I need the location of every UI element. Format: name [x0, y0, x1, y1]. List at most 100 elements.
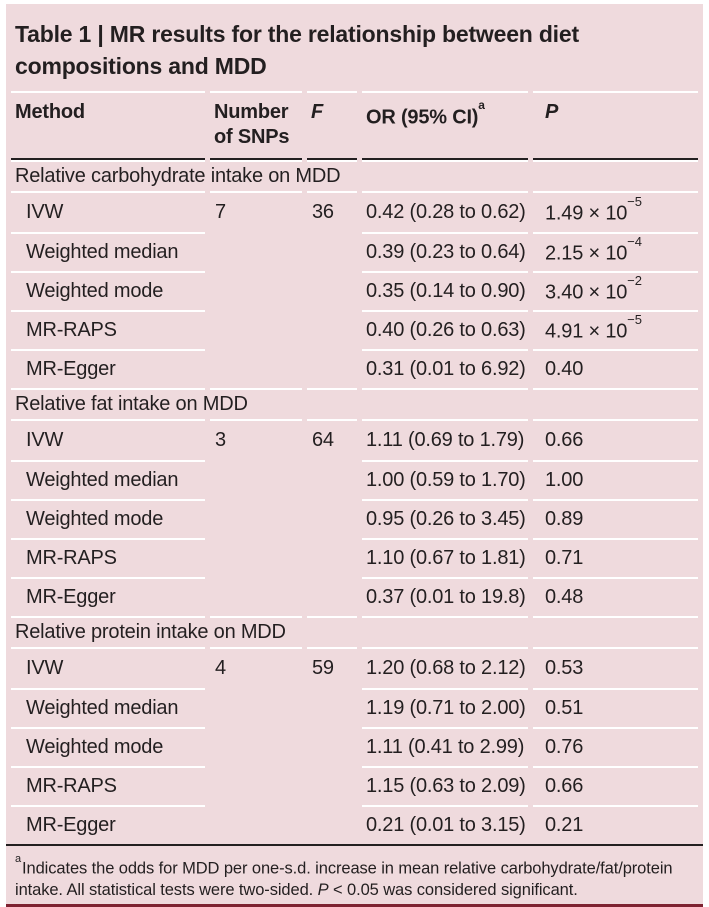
p-value: 0.48	[545, 586, 584, 609]
data-row: Weighted mode 0.95 (0.26 to 3.45) 0.89	[11, 499, 698, 538]
cell-empty	[210, 538, 302, 577]
footnote-divider-rule	[6, 844, 703, 847]
section-cell: Relative fat intake on MDD	[11, 388, 248, 422]
cell-empty	[210, 271, 302, 310]
cell-method: Weighted median	[11, 232, 205, 271]
data-row: Weighted median 1.19 (0.71 to 2.00) 0.51	[11, 688, 698, 727]
cell-method: MR-Egger	[11, 805, 205, 844]
cell-method: Weighted mode	[11, 727, 205, 766]
cell-method: MR-Egger	[11, 577, 205, 616]
cell-f: 36	[312, 201, 334, 224]
col-header-or-label: OR (95% CI)	[366, 107, 479, 130]
cell-or: 0.31 (0.01 to 6.92)	[362, 349, 528, 388]
data-row: MR-RAPS 1.15 (0.63 to 2.09) 0.66	[11, 766, 698, 805]
data-row: Weighted median 1.00 (0.59 to 1.70) 1.00	[11, 460, 698, 499]
cell-method: IVW	[26, 201, 64, 224]
p-value: 1.49 × 10	[545, 202, 628, 225]
cell-method: Weighted median	[11, 460, 205, 499]
p-value: 0.66	[545, 775, 584, 798]
section-cell	[533, 616, 698, 650]
cell-or: 1.15 (0.63 to 2.09)	[362, 766, 528, 805]
cell-empty	[210, 232, 302, 271]
cell-empty	[307, 727, 357, 766]
p-value: 4.91 × 10	[545, 320, 628, 343]
cell-method: MR-RAPS	[11, 538, 205, 577]
cell-or: 0.95 (0.26 to 3.45)	[362, 499, 528, 538]
cell-empty	[307, 538, 357, 577]
data-row: MR-RAPS 0.40 (0.26 to 0.63) 4.91 × 10−5	[11, 310, 698, 349]
cell-p: 0.71	[533, 538, 698, 577]
p-value: 0.66	[545, 429, 584, 452]
cell-p: 4.91 × 10−5	[533, 310, 698, 349]
cell-p: 0.51	[533, 688, 698, 727]
section-cell	[307, 388, 357, 422]
section-row: Relative carbohydrate intake on MDD	[11, 160, 698, 194]
cell-p: 2.15 × 10−4	[533, 232, 698, 271]
p-exponent: −5	[627, 194, 642, 210]
section-label: Relative carbohydrate intake on MDD	[15, 165, 341, 188]
section-row: Relative fat intake on MDD	[11, 388, 698, 422]
cell-or: 0.40 (0.26 to 0.63)	[362, 310, 528, 349]
cell-p: 0.76	[533, 727, 698, 766]
p-value: 0.51	[545, 697, 584, 720]
cell-empty	[307, 577, 357, 616]
cell-snps: 7	[215, 201, 226, 224]
cell-or: 1.11 (0.69 to 1.79)	[366, 429, 525, 452]
footnote-text: < 0.05 was considered significant.	[328, 881, 578, 900]
section-label: Relative fat intake on MDD	[15, 393, 248, 416]
data-row: Weighted mode 0.35 (0.14 to 0.90) 3.40 ×…	[11, 271, 698, 310]
section-cell	[307, 616, 357, 650]
col-header-f: F	[307, 91, 357, 161]
cell-or: 1.10 (0.67 to 1.81)	[362, 538, 528, 577]
section-cell	[362, 616, 528, 650]
data-row: MR-Egger 0.21 (0.01 to 3.15) 0.21	[11, 805, 698, 844]
data-row: MR-Egger 0.31 (0.01 to 6.92) 0.40	[11, 349, 698, 388]
footnote-marker: a	[15, 853, 22, 866]
cell-or: 1.19 (0.71 to 2.00)	[362, 688, 528, 727]
section-cell	[210, 388, 302, 422]
footnote-p-symbol: P	[317, 881, 329, 900]
table-footnote: aIndicates the odds for MDD per one-s.d.…	[6, 846, 703, 902]
cell-empty	[307, 805, 357, 844]
cell-p: 0.66	[533, 766, 698, 805]
cell-method: Weighted median	[11, 688, 205, 727]
section-cell	[210, 616, 302, 650]
cell-f: 64	[312, 429, 334, 452]
cell-empty	[307, 766, 357, 805]
cell-p: 0.21	[533, 805, 698, 844]
data-row: IVW 7 36 0.42 (0.28 to 0.62) 1.49 × 10−5	[11, 193, 698, 232]
cell-empty	[210, 688, 302, 727]
data-row: MR-Egger 0.37 (0.01 to 19.8) 0.48	[11, 577, 698, 616]
cell-p: 0.48	[533, 577, 698, 616]
col-header-p: P	[533, 91, 698, 161]
data-row: Weighted mode 1.11 (0.41 to 2.99) 0.76	[11, 727, 698, 766]
section-cell	[210, 160, 302, 194]
cell-empty	[210, 349, 302, 388]
section-cell	[362, 388, 528, 422]
p-value: 0.53	[545, 657, 584, 680]
mr-results-table: Method Number of SNPs F OR (95% CI)a P R…	[6, 91, 703, 844]
section-cell: Relative protein intake on MDD	[11, 616, 286, 650]
cell-f: 59	[312, 657, 334, 680]
cell-empty	[307, 310, 357, 349]
section-row: Relative protein intake on MDD	[11, 616, 698, 650]
section-cell: Relative carbohydrate intake on MDD	[11, 160, 341, 194]
cell-or: 0.42 (0.28 to 0.62)	[366, 201, 526, 224]
cell-or: 1.20 (0.68 to 2.12)	[366, 657, 526, 680]
section-cell	[533, 160, 698, 194]
section-cell	[362, 160, 528, 194]
p-value: 2.15 × 10	[545, 242, 628, 265]
table-title: Table 1 | MR results for the relationshi…	[15, 21, 579, 79]
col-header-method: Method	[11, 91, 205, 161]
table-card: Table 1 | MR results for the relationshi…	[6, 4, 703, 907]
p-exponent: −5	[627, 312, 642, 328]
cell-or: 1.11 (0.41 to 2.99)	[362, 727, 528, 766]
data-row: Weighted median 0.39 (0.23 to 0.64) 2.15…	[11, 232, 698, 271]
cell-or: 0.21 (0.01 to 3.15)	[362, 805, 528, 844]
cell-empty	[210, 727, 302, 766]
p-value: 1.00	[545, 469, 584, 492]
cell-or: 0.37 (0.01 to 19.8)	[362, 577, 528, 616]
data-row: IVW 3 64 1.11 (0.69 to 1.79) 0.66	[11, 421, 698, 460]
cell-p: 1.49 × 10−5	[533, 193, 698, 232]
cell-or: 0.39 (0.23 to 0.64)	[362, 232, 528, 271]
